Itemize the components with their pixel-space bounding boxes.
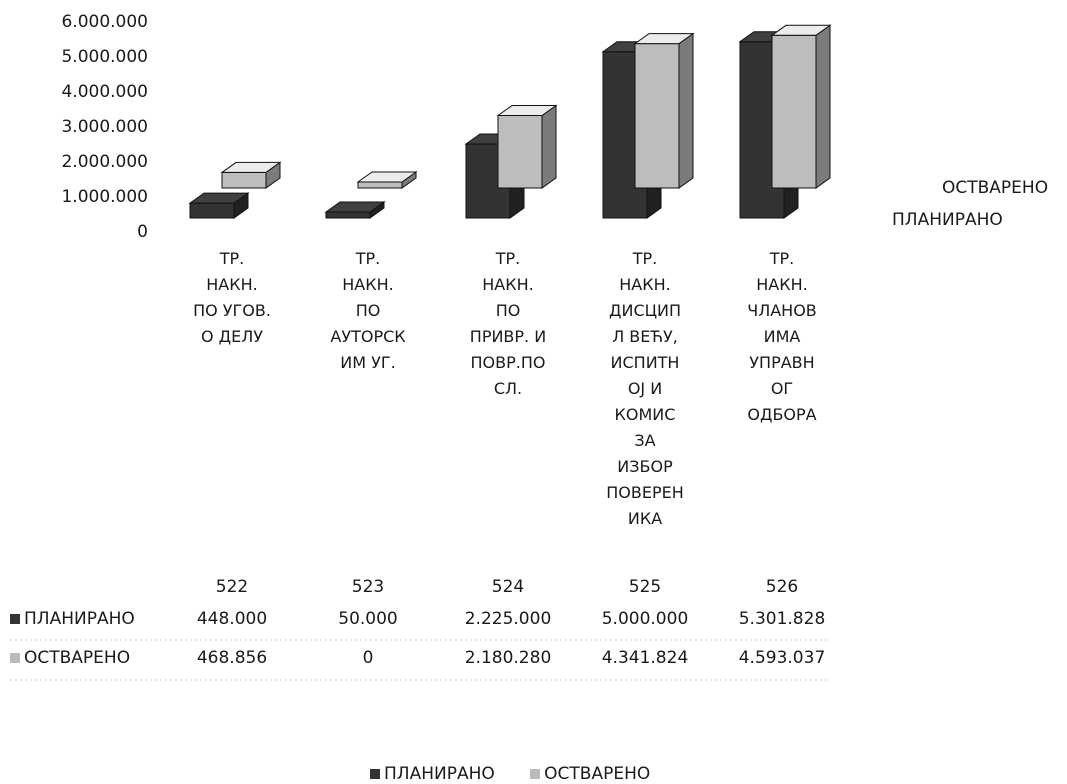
- table-cell: 448.000: [196, 609, 268, 629]
- table-cell: 5.000.000: [601, 609, 689, 629]
- bar-realized: [496, 104, 558, 189]
- table-row-name: ПЛАНИРАНО: [24, 609, 135, 629]
- bar-realized: [633, 32, 695, 189]
- legend-swatch-realized: [530, 769, 541, 779]
- y-tick-label: 0: [137, 222, 148, 242]
- legend-label-planned: ПЛАНИРАНО: [384, 764, 495, 784]
- table-cell: 50.000: [338, 609, 398, 629]
- table-row-swatch: [10, 653, 20, 663]
- table-code: 526: [765, 577, 799, 597]
- table-cell: 468.856: [196, 648, 268, 668]
- side-label-planned: ПЛАНИРАНО: [892, 210, 1003, 230]
- table-cell: 0: [362, 648, 374, 668]
- table-row-swatch: [10, 614, 20, 624]
- y-tick-label: 4.000.000: [61, 82, 148, 102]
- table-row-label: ПЛАНИРАНО: [10, 609, 135, 629]
- table-cell: 2.225.000: [464, 609, 552, 629]
- table-cell: 4.593.037: [738, 648, 826, 668]
- table-cell: 5.301.828: [738, 609, 826, 629]
- bar-planned: [188, 192, 250, 219]
- legend-item-realized: ОСТВАРЕНО: [530, 764, 650, 784]
- category-label: ТР. НАКН. ПО АУТОРСК ИМ УГ.: [330, 249, 406, 372]
- bar-planned: [324, 201, 386, 219]
- y-tick-label: 1.000.000: [61, 187, 148, 207]
- side-label-realized: ОСТВАРЕНО: [942, 178, 1049, 198]
- category-label: ТР. НАКН. ПО ПРИВР. И ПОВР.ПО СЛ.: [469, 249, 547, 398]
- legend-item-planned: ПЛАНИРАНО: [370, 764, 495, 784]
- table-cell: 4.341.824: [601, 648, 689, 668]
- bar-realized: [356, 171, 418, 189]
- y-tick-label: 5.000.000: [61, 47, 148, 67]
- y-tick-label: 2.000.000: [61, 152, 148, 172]
- table-code: 524: [491, 577, 525, 597]
- table-row-label: ОСТВАРЕНО: [10, 648, 130, 668]
- legend: ПЛАНИРАНО ОСТВАРЕНО: [370, 764, 680, 784]
- category-label: ТР. НАКН. ПО УГОВ. О ДЕЛУ: [193, 249, 271, 346]
- table-row-name: ОСТВАРЕНО: [24, 648, 131, 668]
- y-tick-label: 3.000.000: [61, 117, 148, 137]
- table-code: 522: [215, 577, 249, 597]
- category-label: ТР. НАКН. ДИСЦИП Л ВЕЋУ, ИСПИТН ОЈ И КОМ…: [606, 249, 684, 528]
- table-code: 523: [351, 577, 385, 597]
- y-tick-label: 6.000.000: [61, 12, 148, 32]
- legend-label-realized: ОСТВАРЕНО: [544, 764, 651, 784]
- bar-realized: [220, 161, 282, 189]
- bar-realized: [770, 24, 832, 189]
- table-cell: 2.180.280: [464, 648, 552, 668]
- category-label: ТР. НАКН. ЧЛАНОВ ИМА УПРАВН ОГ ОДБОРА: [747, 249, 817, 424]
- legend-swatch-planned: [370, 769, 380, 779]
- table-code: 525: [628, 577, 662, 597]
